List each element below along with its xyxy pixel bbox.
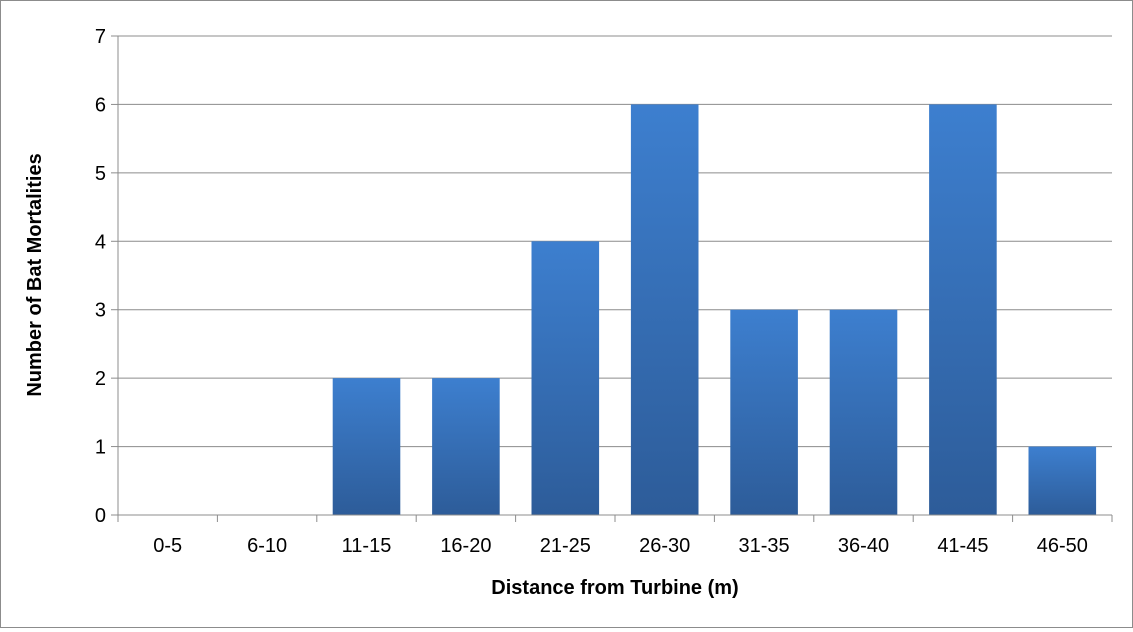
bars [332, 104, 1097, 516]
x-tick-label: 26-30 [639, 535, 690, 557]
y-tick-label: 2 [95, 368, 106, 390]
x-tick-label: 46-50 [1037, 535, 1088, 557]
bar-46-50 [1028, 446, 1097, 515]
y-tick-label: 7 [95, 26, 106, 48]
bar-11-15 [332, 378, 401, 515]
x-tick-label: 16-20 [440, 535, 491, 557]
x-tick-label: 0-5 [153, 535, 182, 557]
y-tick-label: 3 [95, 300, 106, 322]
x-axis-title: Distance from Turbine (m) [491, 577, 738, 599]
y-tick-label: 5 [95, 163, 106, 185]
y-tick-label: 1 [95, 437, 106, 459]
gridlines [118, 35, 1112, 448]
bar-41-45 [929, 104, 997, 515]
x-tick-label: 11-15 [342, 535, 392, 557]
axes [111, 35, 1113, 522]
x-tick-label: 41-45 [937, 535, 988, 557]
tick-labels: 0 1 2 3 4 5 6 7 0-5 6-10 11-15 16-20 21-25 26-30 31-35… [95, 26, 1088, 557]
bar-16-20 [432, 378, 500, 515]
bar-31-35 [730, 309, 798, 515]
bar-21-25 [531, 241, 600, 516]
bar-36-40 [829, 309, 898, 515]
bar-26-30 [630, 104, 699, 515]
x-tick-label: 21-25 [540, 535, 591, 557]
x-tick-label: 36-40 [838, 535, 889, 557]
y-axis-title: Number of Bat Mortalities [24, 153, 46, 396]
y-tick-label: 0 [95, 505, 106, 527]
y-tick-label: 6 [95, 94, 106, 116]
x-tick-label: 6-10 [247, 535, 287, 557]
y-tick-label: 4 [95, 231, 106, 253]
x-tick-label: 31-35 [739, 535, 790, 557]
